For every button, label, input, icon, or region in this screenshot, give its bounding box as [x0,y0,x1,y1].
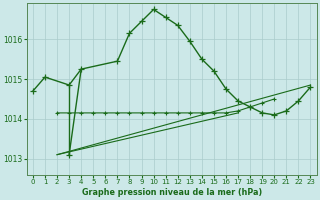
X-axis label: Graphe pression niveau de la mer (hPa): Graphe pression niveau de la mer (hPa) [82,188,262,197]
